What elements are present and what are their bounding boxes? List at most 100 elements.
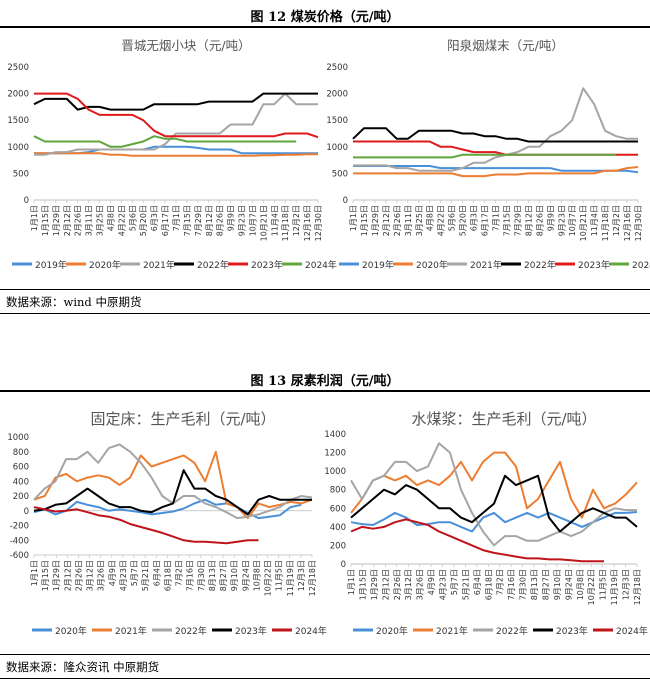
x-tick-label: 8月12日 <box>524 205 533 236</box>
x-tick-label: 4月8日 <box>426 205 435 231</box>
x-tick-label: 1月15日 <box>41 205 50 236</box>
x-tick-label: 10月7日 <box>248 205 257 236</box>
chart-shuimeijiang: 水煤浆：生产毛利（元/吨）14001200100080060040020001月… <box>324 410 648 637</box>
x-tick-label: 1月29日 <box>371 205 380 236</box>
series-line-2019年 <box>353 165 639 174</box>
x-tick-label: 6月18日 <box>484 569 493 600</box>
series-line-2021年 <box>34 92 318 156</box>
legend-label: 2021年 <box>115 625 147 637</box>
figure-13-source-rule <box>0 678 650 679</box>
chart-guding: 固定床：生产毛利（元/吨） 1000 800 600 400 200 0 -200 -400 -6… <box>7 410 327 637</box>
legend-label: 2022年 <box>197 259 229 271</box>
x-tick-label: 7月1日 <box>492 205 501 231</box>
legend-label: 2022年 <box>524 259 556 271</box>
y-tick-label: 1500 <box>7 116 29 126</box>
x-tick-label: 3月11日 <box>404 205 413 236</box>
y-tick-label: 0 <box>341 560 346 570</box>
x-tick-label: 10月21日 <box>579 205 588 241</box>
series-line-2020年 <box>34 152 318 157</box>
series-line-2023年 <box>353 140 638 156</box>
x-tick-label: 7月16日 <box>507 569 516 600</box>
x-tick-label: 4月8日 <box>106 205 115 231</box>
x-tick-label: 4月9日 <box>427 569 436 595</box>
figure-12-title: 图 12 煤炭价格（元/吨） <box>250 10 400 25</box>
x-tick-label: 4月22日 <box>437 205 446 236</box>
y-tick-label: 2000 <box>7 90 29 100</box>
y-tick-label: 200 <box>330 541 346 551</box>
x-tick-label: 5月20日 <box>459 205 468 236</box>
x-tick-label: 5月21日 <box>141 560 150 591</box>
x-tick-label: 3月12日 <box>86 560 95 591</box>
x-tick-label: 6月18日 <box>163 560 172 591</box>
y-tick-label: 500 <box>13 169 29 179</box>
chart-title: 固定床：生产毛利（元/吨） <box>90 410 275 428</box>
x-tick-label: 12月16日 <box>623 205 632 241</box>
x-tick-label: 5月7日 <box>450 569 459 595</box>
legend-label: 2022年 <box>496 625 528 637</box>
x-tick-label: 12月3日 <box>622 569 631 600</box>
series-line-2024年 <box>33 506 259 545</box>
x-tick-label: 2月26日 <box>393 569 402 600</box>
x-tick-label: 1月1日 <box>30 205 39 231</box>
x-tick-label: 1月29日 <box>370 569 379 600</box>
x-tick-label: 11月5日 <box>275 560 284 591</box>
x-tick-label: 5月21日 <box>461 569 470 600</box>
x-tick-label: 12月18日 <box>308 560 317 596</box>
x-tick-label: 11月5日 <box>599 569 608 600</box>
y-tick-label: 1200 <box>324 449 346 459</box>
legend-label: 2021年 <box>143 259 175 271</box>
x-tick-label: 7月29日 <box>194 205 203 236</box>
x-tick-label: 6月3日 <box>470 205 479 231</box>
x-tick-label: 12月18日 <box>633 569 642 605</box>
series-line-2020年 <box>33 498 302 520</box>
x-tick-label: 2月26日 <box>393 205 402 236</box>
series-line-2023年 <box>34 92 319 139</box>
y-tick-label: 1000 <box>7 143 29 153</box>
legend-label: 2019年 <box>35 259 67 271</box>
x-tick-label: 1月1日 <box>347 569 356 595</box>
legend-label: 2022年 <box>175 625 207 637</box>
x-tick-label: 7月16日 <box>186 560 195 591</box>
x-tick-label: 6月17日 <box>161 205 170 236</box>
x-tick-label: 11月19日 <box>286 560 295 596</box>
y-tick-label: 400 <box>13 477 29 487</box>
x-tick-label: 3月26日 <box>416 569 425 600</box>
x-tick-label: 11月19日 <box>610 569 619 605</box>
x-tick-label: 1月15日 <box>358 569 367 600</box>
series-line-2020年 <box>350 511 638 533</box>
x-tick-label: 6月4日 <box>152 560 161 586</box>
x-tick-label: 2月26日 <box>74 205 83 236</box>
x-tick-label: 12月3日 <box>297 560 306 591</box>
x-tick-label: 8月26日 <box>535 205 544 236</box>
series-line-2024年 <box>350 518 604 563</box>
x-tick-label: 10月8日 <box>252 560 261 591</box>
x-tick-label: 4月23日 <box>119 560 128 591</box>
x-tick-label: 8月13日 <box>208 560 217 591</box>
legend-label: 2024年 <box>295 625 327 637</box>
y-tick-label: 200 <box>13 492 29 502</box>
y-tick-label: 1500 <box>326 116 348 126</box>
x-tick-label: 9月9日 <box>227 205 236 231</box>
y-tick-label: 600 <box>330 504 346 514</box>
x-tick-label: 3月25日 <box>96 205 105 236</box>
x-tick-label: 12月2日 <box>292 205 301 236</box>
y-tick-label: 800 <box>330 486 346 496</box>
x-tick-label: 2月12日 <box>381 569 390 600</box>
y-tick-label: -200 <box>10 522 29 532</box>
y-tick-label: 2000 <box>326 90 348 100</box>
legend-label: 2023年 <box>578 259 610 271</box>
x-tick-label: 12月30日 <box>314 205 323 241</box>
x-tick-label: 9月10日 <box>553 569 562 600</box>
x-tick-label: 12月16日 <box>303 205 312 241</box>
y-tick-label: 600 <box>13 463 29 473</box>
legend-label: 2024年 <box>616 625 648 637</box>
y-tick-label: 1400 <box>324 430 346 440</box>
x-tick-label: 2月12日 <box>63 560 72 591</box>
x-tick-label: 7月15日 <box>502 205 511 236</box>
x-tick-label: 3月11日 <box>85 205 94 236</box>
x-tick-label: 8月27日 <box>541 569 550 600</box>
figure-12-bottom-rule <box>0 289 650 290</box>
figure-13-top-rule <box>0 390 650 392</box>
